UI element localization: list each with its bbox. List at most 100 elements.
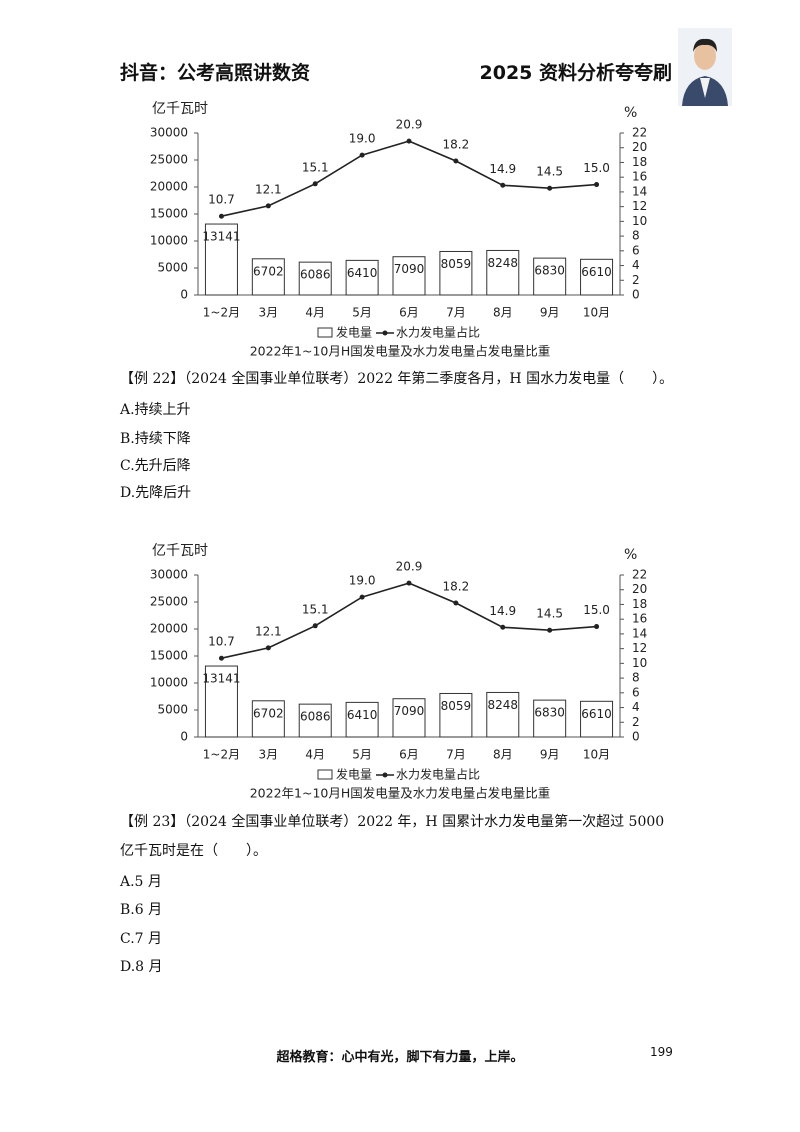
bar (486, 249, 520, 296)
y2-tick-label: 12 (632, 641, 647, 655)
line-point (218, 655, 224, 661)
x-tick-label: 1~2月 (203, 748, 240, 762)
footer-slogan: 超格教育：心中有光，脚下有力量，上岸。 (276, 1050, 524, 1065)
bar (345, 259, 379, 296)
bar-value-label: 7090 (394, 704, 425, 718)
bar-value-label: 8059 (441, 257, 472, 271)
y-tick-label: 30000 (150, 126, 188, 140)
bar-value-label: 13141 (202, 230, 240, 244)
option: A.5 月 (120, 874, 162, 890)
line-point (312, 623, 318, 629)
bar-value-label: 6702 (253, 706, 284, 720)
y2-tick-label: 18 (632, 597, 647, 611)
y2-tick-label: 6 (632, 243, 640, 257)
line-value-label: 10.7 (208, 635, 235, 649)
line-value-label: 14.5 (536, 607, 563, 621)
legend-label: 水力发电量占比 (396, 767, 480, 782)
y2-tick-label: 18 (632, 155, 647, 169)
line-value-label: 14.9 (489, 604, 516, 618)
y2-tick-label: 22 (632, 126, 647, 140)
bar-value-label: 6610 (581, 265, 612, 279)
x-tick-label: 9月 (540, 748, 560, 762)
x-tick-label: 7月 (446, 306, 466, 320)
bar-value-label: 6702 (253, 264, 284, 278)
line-value-label: 18.2 (443, 579, 470, 593)
bar (392, 698, 426, 738)
option: B.持续下降 (120, 431, 191, 447)
line-point (265, 645, 271, 651)
line-value-label: 19.0 (349, 132, 376, 146)
bar (392, 256, 426, 296)
line-point (594, 624, 600, 630)
y-axis-label: 亿千瓦时 (152, 543, 208, 559)
line-value-label: 18.2 (443, 137, 470, 151)
bar-value-label: 6086 (300, 710, 331, 724)
line-point (453, 600, 459, 606)
option: D.8 月 (120, 959, 163, 975)
line-value-label: 15.0 (583, 603, 610, 617)
bar-value-label: 6830 (534, 706, 565, 720)
legend-swatch (317, 769, 333, 780)
y2-tick-label: 8 (632, 671, 640, 685)
bar (251, 258, 285, 296)
legend-label: 发电量 (336, 767, 372, 782)
y-tick-label: 30000 (150, 568, 188, 582)
x-tick-label: 7月 (446, 748, 466, 762)
line-point (453, 158, 459, 164)
bar (298, 261, 332, 296)
y2-tick-label: 4 (632, 258, 640, 272)
bar (298, 703, 332, 738)
y2-tick-label: 10 (632, 656, 647, 670)
y-tick-label: 20000 (150, 622, 188, 636)
line-value-label: 20.9 (396, 118, 423, 132)
x-tick-label: 10月 (583, 748, 610, 762)
bar-value-label: 6830 (534, 264, 565, 278)
y2-tick-label: 6 (632, 685, 640, 699)
x-tick-label: 10月 (583, 306, 610, 320)
option: A.持续上升 (120, 402, 191, 418)
x-tick-label: 1~2月 (203, 306, 240, 320)
line-value-label: 10.7 (208, 193, 235, 207)
x-tick-label: 8月 (493, 748, 513, 762)
y-tick-label: 5000 (157, 703, 188, 717)
bar-value-label: 6410 (347, 708, 378, 722)
bar-value-label: 13141 (202, 672, 240, 686)
legend-swatch (382, 330, 388, 336)
y-tick-label: 10000 (150, 676, 188, 690)
x-tick-label: 8月 (493, 306, 513, 320)
chart: 亿千瓦时 %05000100001500020000250003000002468… (150, 101, 647, 359)
line-point (500, 624, 506, 630)
line-point (218, 213, 224, 219)
x-tick-label: 6月 (399, 306, 419, 320)
x-tick-label: 3月 (259, 748, 279, 762)
y-tick-label: 0 (180, 730, 188, 744)
question-stem: 【例 23】（2024 全国事业单位联考）2022 年，H 国累计水力发电量第一… (120, 814, 665, 859)
legend-label: 水力发电量占比 (396, 325, 480, 340)
question-stem: 【例 22】（2024 全国事业单位联考）2022 年第二季度各月，H 国水力发… (120, 371, 674, 387)
y2-tick-label: 12 (632, 199, 647, 213)
option: B.6 月 (120, 902, 163, 918)
bar (251, 700, 285, 738)
line-point (406, 138, 412, 144)
x-tick-label: 3月 (259, 306, 279, 320)
line-value-label: 12.1 (255, 624, 282, 638)
option: C.7 月 (120, 931, 163, 947)
x-tick-label: 4月 (305, 306, 325, 320)
y2-tick-label: 0 (632, 730, 640, 744)
line-point (312, 181, 318, 187)
bar-value-label: 8248 (488, 256, 519, 270)
bar-value-label: 8248 (488, 698, 519, 712)
line-value-label: 15.1 (302, 602, 329, 616)
y2-tick-label: 4 (632, 700, 640, 714)
y2-tick-label: 14 (632, 626, 647, 640)
bar (533, 257, 567, 296)
chart: 亿千瓦时 %05000100001500020000250003000002468… (150, 543, 647, 801)
legend-swatch (382, 772, 388, 778)
y-tick-label: 5000 (157, 261, 188, 275)
y-tick-label: 15000 (150, 207, 188, 221)
line-value-label: 14.5 (536, 165, 563, 179)
bar (486, 691, 520, 738)
header-right: 2025 资料分析夸夸刷 (479, 62, 673, 84)
line-point (594, 182, 600, 188)
